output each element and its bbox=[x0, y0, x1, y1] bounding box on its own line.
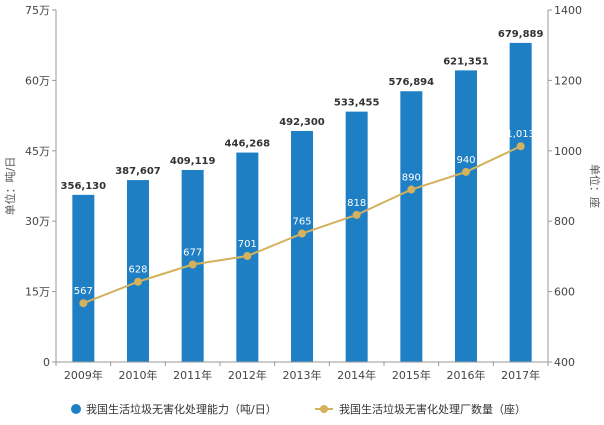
legend-label-line: 我国生活垃圾无害化处理厂数量（座） bbox=[339, 402, 526, 416]
legend: 我国生活垃圾无害化处理能力（吨/日） 我国生活垃圾无害化处理厂数量（座） bbox=[71, 402, 526, 416]
bar-value-label: 576,894 bbox=[389, 77, 435, 88]
y-left-tick-label: 45万 bbox=[25, 145, 50, 158]
bar bbox=[509, 42, 532, 363]
bar bbox=[455, 70, 477, 362]
x-tick-label: 2017年 bbox=[501, 368, 540, 382]
y-axis-left-title: 单位：吨/日 bbox=[3, 157, 17, 216]
bar-value-label: 492,300 bbox=[279, 117, 325, 128]
y-right-tick-label: 1000 bbox=[554, 145, 582, 158]
y-left-tick-label: 0 bbox=[43, 356, 50, 369]
line-point bbox=[298, 229, 306, 238]
y-right-tick-label: 600 bbox=[554, 286, 575, 299]
x-tick-label: 2010年 bbox=[119, 368, 158, 382]
line-point bbox=[188, 260, 197, 269]
bar-value-label: 387,607 bbox=[115, 166, 161, 177]
x-tick-label: 2009年 bbox=[64, 368, 103, 382]
line-value-label: 567 bbox=[74, 286, 93, 297]
line-value-label: 940 bbox=[456, 155, 475, 166]
line-point bbox=[462, 167, 470, 176]
bar bbox=[291, 130, 313, 362]
bar bbox=[345, 111, 368, 362]
bar-value-label: 409,119 bbox=[170, 156, 216, 167]
legend-marker-line bbox=[320, 405, 328, 413]
x-tick-label: 2016年 bbox=[447, 368, 486, 382]
y-right-tick-label: 400 bbox=[554, 356, 575, 369]
line-value-label: 818 bbox=[347, 198, 366, 209]
legend-label-bar: 我国生活垃圾无害化处理能力（吨/日） bbox=[86, 402, 277, 416]
y-left-tick-label: 15万 bbox=[25, 286, 50, 299]
bar-value-label: 533,455 bbox=[334, 98, 380, 109]
bar-series: 356,130 387,607 409,119 446,268 492,300 533,4… bbox=[61, 29, 544, 363]
line-value-label: 765 bbox=[292, 217, 311, 228]
bar bbox=[72, 194, 95, 362]
line-point bbox=[516, 142, 525, 151]
bar bbox=[127, 180, 149, 362]
x-tick-label: 2011年 bbox=[173, 368, 212, 382]
y-right-tick-label: 1200 bbox=[554, 74, 582, 87]
line-value-label: 677 bbox=[183, 247, 202, 258]
bar-value-label: 446,268 bbox=[225, 139, 271, 150]
y-right-tick-label: 800 bbox=[554, 215, 575, 228]
y-right-tick-label: 1400 bbox=[554, 4, 582, 17]
line-point bbox=[243, 252, 252, 261]
y-axis-right-title: 单位：座 bbox=[588, 164, 602, 208]
bar bbox=[400, 91, 423, 362]
bar-value-label: 679,889 bbox=[498, 29, 544, 40]
axes: 0 15万 30万 45万 60万 75万 400 600 800 1000 1200 1400 200… bbox=[3, 4, 602, 382]
line-value-label: 628 bbox=[128, 265, 147, 276]
legend-marker-bar bbox=[71, 404, 81, 414]
line-value-label: 890 bbox=[402, 173, 421, 184]
bar-value-label: 621,351 bbox=[443, 56, 489, 67]
line-point bbox=[352, 210, 361, 219]
line-value-label: 1,013 bbox=[506, 129, 535, 140]
y-left-tick-label: 30万 bbox=[25, 215, 50, 228]
line-point bbox=[407, 185, 416, 194]
x-tick-label: 2012年 bbox=[228, 368, 267, 382]
line-value-label: 701 bbox=[238, 239, 257, 250]
y-left-tick-label: 75万 bbox=[25, 4, 50, 17]
y-left-tick-label: 60万 bbox=[25, 74, 50, 87]
x-tick-label: 2014年 bbox=[337, 368, 376, 382]
x-tick-label: 2015年 bbox=[392, 368, 431, 382]
x-tick-label: 2013年 bbox=[283, 368, 322, 382]
line-point bbox=[79, 299, 88, 308]
bar-value-label: 356,130 bbox=[61, 181, 107, 192]
line-point bbox=[134, 277, 142, 286]
line-series: 567 628 677 701 765 818 890 940 1,013 bbox=[74, 129, 535, 308]
